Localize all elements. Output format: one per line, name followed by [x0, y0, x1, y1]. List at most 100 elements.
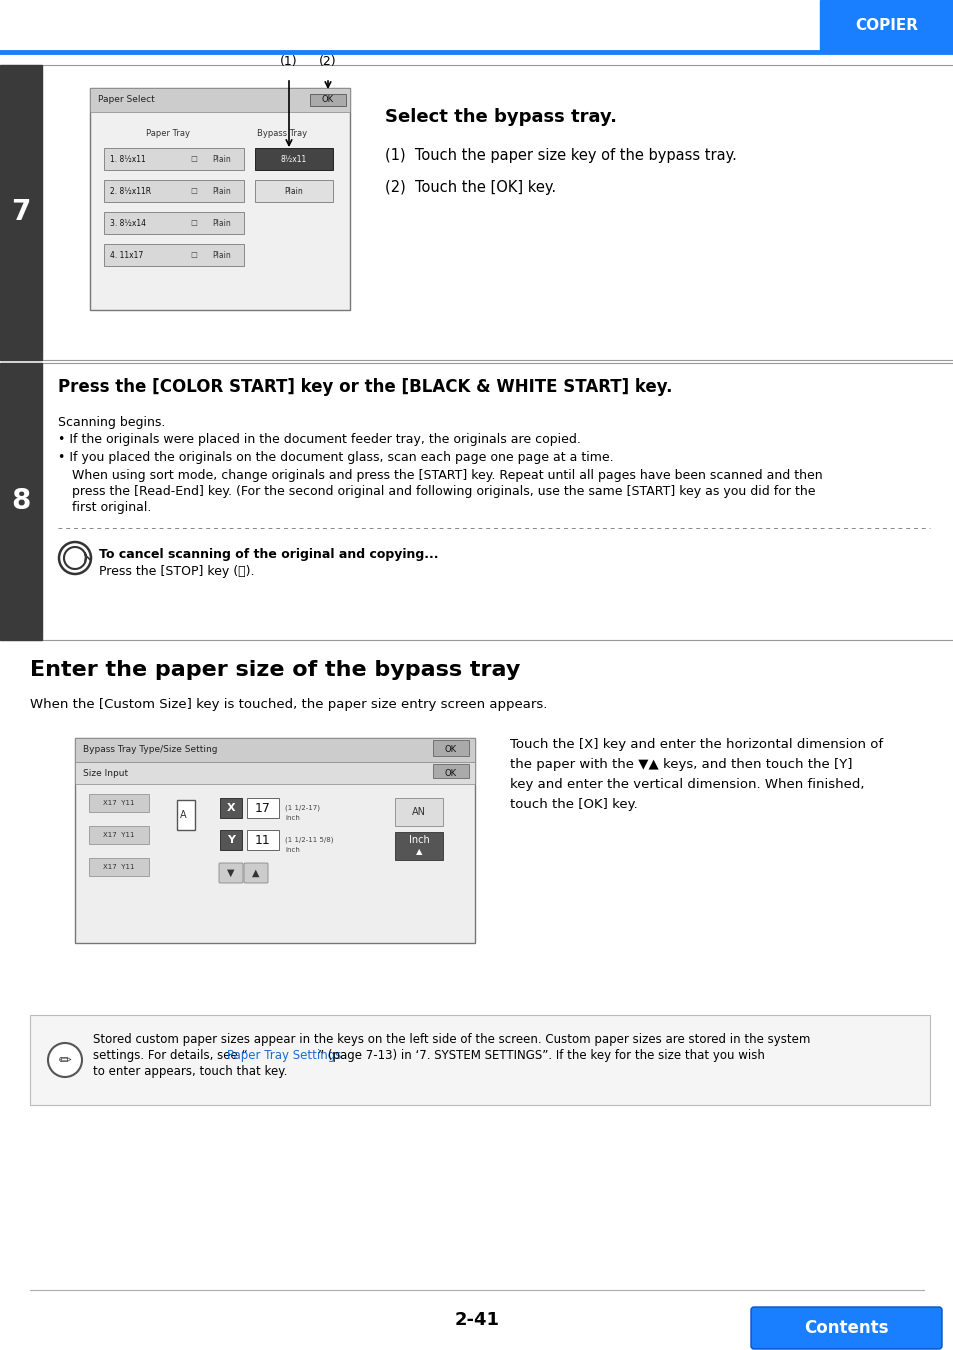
Text: X: X — [227, 803, 235, 813]
Text: Press the [COLOR START] key or the [BLACK & WHITE START] key.: Press the [COLOR START] key or the [BLAC… — [58, 378, 672, 396]
Text: (1 1/2-17): (1 1/2-17) — [285, 805, 319, 811]
Bar — [89, 826, 149, 844]
Text: 8: 8 — [11, 487, 30, 514]
Text: Y: Y — [227, 836, 234, 845]
Text: (2): (2) — [319, 55, 336, 68]
Text: ✏: ✏ — [58, 1053, 71, 1068]
Bar — [254, 148, 333, 170]
Text: press the [Read-End] key. (For the second original and following originals, use : press the [Read-End] key. (For the secon… — [71, 485, 815, 498]
Text: 3. 8½x14: 3. 8½x14 — [110, 219, 146, 228]
Text: When the [Custom Size] key is touched, the paper size entry screen appears.: When the [Custom Size] key is touched, t… — [30, 698, 547, 711]
Text: first original.: first original. — [71, 501, 152, 514]
Text: X17  Y11: X17 Y11 — [103, 864, 134, 869]
Text: (1): (1) — [280, 55, 297, 68]
Text: X17  Y11: X17 Y11 — [103, 801, 134, 806]
Bar — [90, 88, 350, 112]
Bar — [75, 761, 475, 784]
Text: the paper with the ▼▲ keys, and then touch the [Y]: the paper with the ▼▲ keys, and then tou… — [510, 757, 852, 771]
Bar — [89, 859, 149, 876]
Text: 8½x11: 8½x11 — [280, 154, 307, 163]
Text: Scanning begins.: Scanning begins. — [58, 416, 165, 429]
Text: X17  Y11: X17 Y11 — [103, 832, 134, 838]
Text: Size Input: Size Input — [83, 768, 128, 778]
Bar — [820, 0, 953, 53]
Text: Touch the [X] key and enter the horizontal dimension of: Touch the [X] key and enter the horizont… — [510, 738, 882, 751]
FancyBboxPatch shape — [750, 1307, 941, 1349]
Bar — [220, 830, 242, 850]
Text: 4. 11x17: 4. 11x17 — [110, 251, 143, 259]
Text: • If you placed the originals on the document glass, scan each page one page at : • If you placed the originals on the doc… — [58, 451, 613, 464]
Text: ☐: ☐ — [191, 186, 197, 196]
Bar — [104, 212, 244, 234]
Text: settings. For details, see “: settings. For details, see “ — [92, 1049, 248, 1062]
Bar — [89, 794, 149, 811]
Bar — [220, 798, 242, 818]
Text: 2-41: 2-41 — [454, 1311, 499, 1328]
Text: 11: 11 — [254, 833, 271, 846]
Bar — [433, 740, 469, 756]
Text: ▲: ▲ — [252, 868, 259, 878]
Bar — [0, 65, 42, 360]
Bar — [30, 1015, 929, 1106]
Text: Press the [STOP] key (Ⓢ).: Press the [STOP] key (Ⓢ). — [99, 566, 254, 578]
Text: Contents: Contents — [803, 1319, 887, 1336]
Bar — [104, 244, 244, 266]
Text: ▲: ▲ — [416, 848, 422, 856]
Text: Plain: Plain — [213, 219, 232, 228]
Bar — [0, 363, 953, 640]
Text: • If the originals were placed in the document feeder tray, the originals are co: • If the originals were placed in the do… — [58, 433, 580, 446]
Text: Paper Tray Settings: Paper Tray Settings — [227, 1049, 341, 1062]
Text: key and enter the vertical dimension. When finished,: key and enter the vertical dimension. Wh… — [510, 778, 863, 791]
Text: AN: AN — [412, 807, 426, 817]
Bar — [247, 830, 278, 850]
FancyBboxPatch shape — [219, 863, 243, 883]
Text: inch: inch — [285, 815, 299, 821]
Text: 1. 8½x11: 1. 8½x11 — [110, 154, 146, 163]
Bar — [395, 832, 442, 860]
Text: ☐: ☐ — [191, 219, 197, 228]
Bar — [395, 798, 442, 826]
Text: Bypass Tray: Bypass Tray — [256, 130, 307, 139]
Bar — [75, 738, 475, 944]
Text: COPIER: COPIER — [855, 19, 918, 34]
Text: When using sort mode, change originals and press the [START] key. Repeat until a: When using sort mode, change originals a… — [71, 468, 821, 482]
Text: inch: inch — [285, 846, 299, 853]
Text: OK: OK — [444, 745, 456, 755]
Text: (2)  Touch the [OK] key.: (2) Touch the [OK] key. — [385, 180, 556, 194]
Text: (1 1/2-11 5/8): (1 1/2-11 5/8) — [285, 837, 334, 844]
Bar — [104, 148, 244, 170]
Text: ☐: ☐ — [191, 251, 197, 259]
Text: Enter the paper size of the bypass tray: Enter the paper size of the bypass tray — [30, 660, 519, 680]
Text: Paper Tray: Paper Tray — [146, 130, 190, 139]
Text: OK: OK — [321, 96, 334, 104]
Text: (1)  Touch the paper size key of the bypass tray.: (1) Touch the paper size key of the bypa… — [385, 148, 736, 163]
Text: Inch: Inch — [408, 836, 429, 845]
Circle shape — [48, 1044, 82, 1077]
Bar — [90, 88, 350, 310]
Bar — [0, 363, 42, 640]
FancyBboxPatch shape — [244, 863, 268, 883]
Text: Plain: Plain — [213, 154, 232, 163]
Text: 17: 17 — [254, 802, 271, 814]
Bar — [310, 95, 346, 107]
Text: 2. 8½x11R: 2. 8½x11R — [110, 186, 151, 196]
Text: Stored custom paper sizes appear in the keys on the left side of the screen. Cus: Stored custom paper sizes appear in the … — [92, 1033, 809, 1046]
Bar — [0, 65, 953, 360]
Bar — [247, 798, 278, 818]
Bar — [433, 764, 469, 778]
Text: ☐: ☐ — [191, 154, 197, 163]
Bar — [75, 738, 475, 761]
Text: A: A — [179, 810, 186, 819]
Text: OK: OK — [444, 768, 456, 778]
Bar — [104, 180, 244, 202]
Text: To cancel scanning of the original and copying...: To cancel scanning of the original and c… — [99, 548, 438, 562]
Text: Select the bypass tray.: Select the bypass tray. — [385, 108, 617, 126]
Text: Plain: Plain — [213, 186, 232, 196]
Text: to enter appears, touch that key.: to enter appears, touch that key. — [92, 1065, 287, 1079]
Text: touch the [OK] key.: touch the [OK] key. — [510, 798, 638, 811]
Bar — [177, 801, 194, 830]
Text: Plain: Plain — [213, 251, 232, 259]
Bar — [254, 180, 333, 202]
Text: ” (page 7-13) in ‘7. SYSTEM SETTINGS”. If the key for the size that you wish: ” (page 7-13) in ‘7. SYSTEM SETTINGS”. I… — [317, 1049, 763, 1062]
Text: Bypass Tray Type/Size Setting: Bypass Tray Type/Size Setting — [83, 745, 217, 755]
